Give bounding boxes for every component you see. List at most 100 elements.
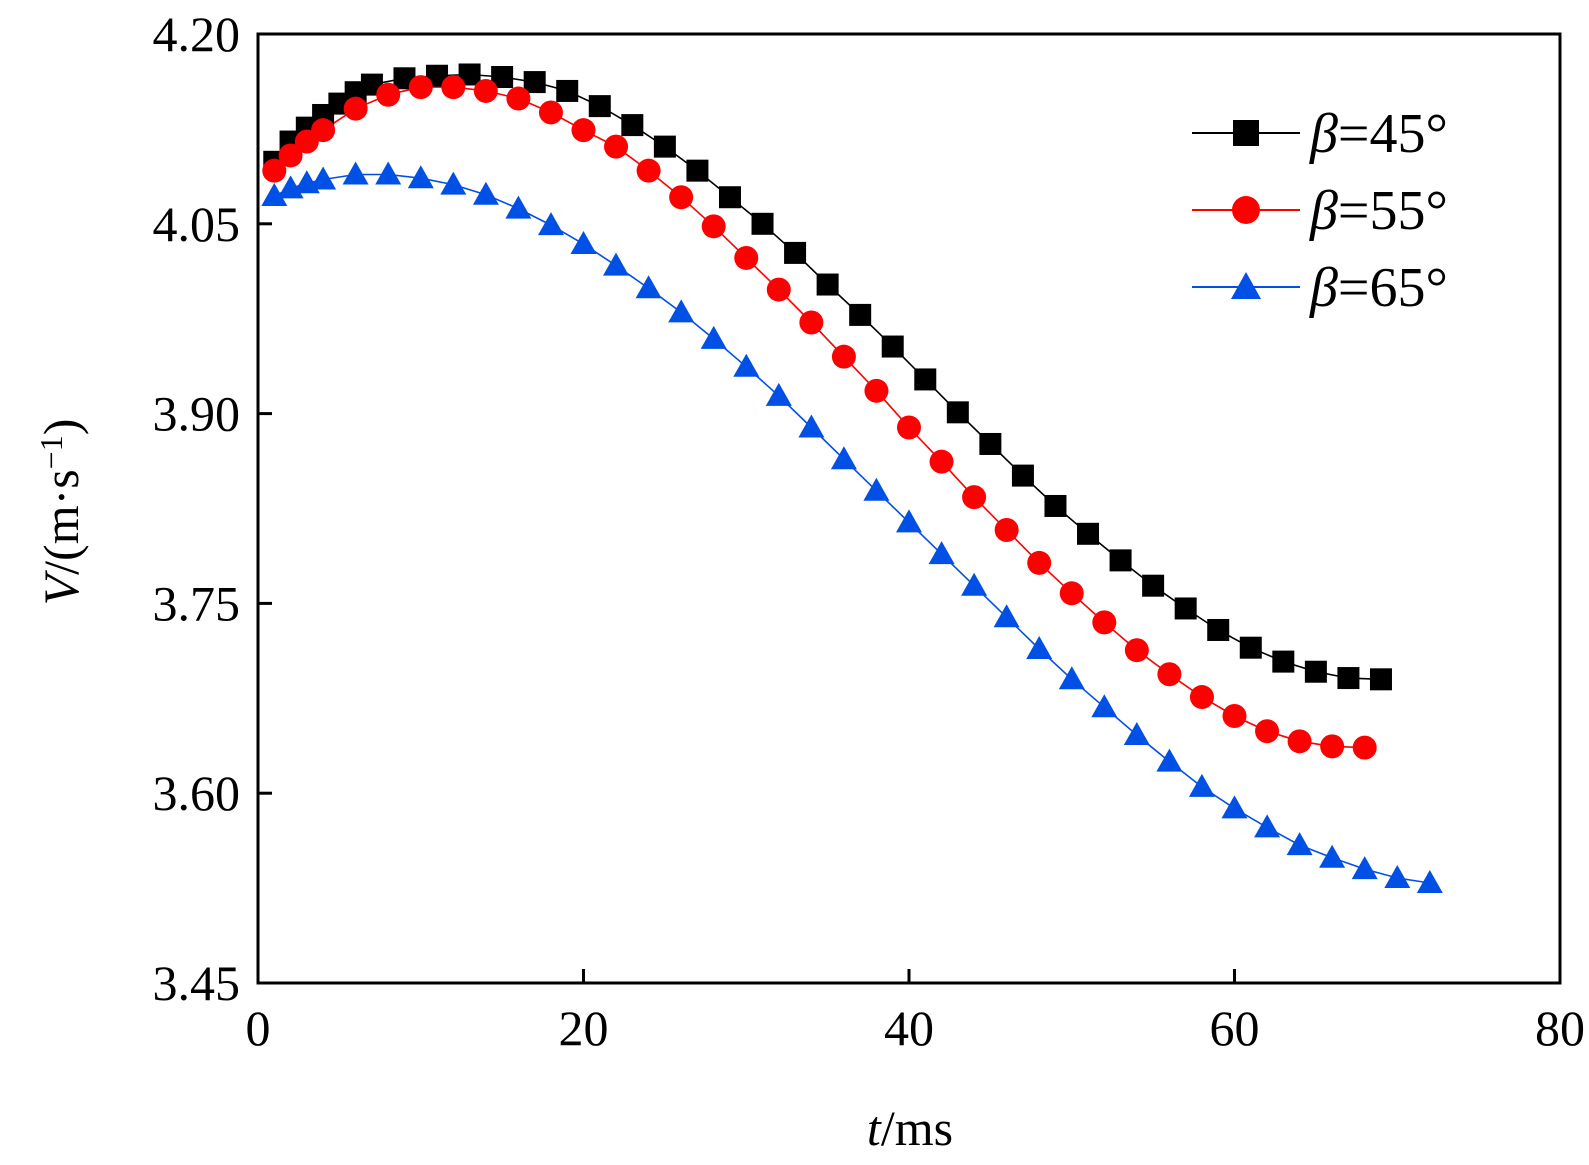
- data-point-circle: [897, 415, 921, 440]
- data-point-square: [1272, 650, 1295, 673]
- data-point-circle: [669, 185, 694, 210]
- data-point-square: [946, 401, 969, 424]
- data-point-triangle: [440, 171, 467, 195]
- data-point-circle: [1059, 581, 1084, 606]
- x-axis-title: t/ms: [867, 1100, 953, 1156]
- data-point-circle: [734, 245, 759, 270]
- data-point-square: [849, 303, 872, 326]
- legend-symbol: β: [1309, 257, 1338, 319]
- y-tick-label: 3.45: [153, 955, 241, 1011]
- data-point-circle: [343, 96, 368, 121]
- data-point-square: [816, 273, 839, 296]
- legend-marker-triangle: [1231, 272, 1261, 299]
- data-point-triangle: [1091, 694, 1118, 718]
- x-tick-label: 40: [884, 1000, 934, 1056]
- data-point-triangle: [407, 165, 434, 189]
- data-point-circle: [1157, 662, 1182, 687]
- data-point-circle: [1092, 610, 1117, 635]
- data-point-circle: [766, 277, 791, 302]
- data-point-circle: [538, 100, 563, 125]
- svg-text:β=65°: β=65°: [1309, 257, 1448, 319]
- data-point-circle: [1189, 685, 1214, 710]
- data-point-square: [718, 186, 741, 209]
- data-point-triangle: [1123, 722, 1150, 745]
- data-point-square: [1337, 667, 1360, 690]
- data-point-square: [1142, 574, 1165, 597]
- x-tick-label: 80: [1535, 1000, 1585, 1056]
- data-point-square: [1369, 668, 1392, 691]
- data-point-triangle: [1026, 636, 1053, 659]
- y-tick-label: 4.05: [153, 196, 241, 252]
- data-point-triangle: [538, 212, 564, 236]
- legend: β=45° β=55° β=65°: [1192, 103, 1448, 319]
- data-point-square: [1239, 636, 1262, 659]
- legend-label: =45°: [1338, 103, 1448, 165]
- data-point-circle: [604, 134, 629, 159]
- data-point-triangle: [1319, 844, 1346, 868]
- data-point-circle: [929, 449, 954, 474]
- data-point-square: [914, 368, 937, 391]
- data-point-circle: [408, 75, 433, 100]
- y-tick-label: 4.20: [153, 6, 241, 62]
- data-point-circle: [1222, 704, 1247, 729]
- data-point-triangle: [570, 231, 597, 254]
- data-point-triangle: [1416, 870, 1443, 893]
- data-point-square: [1109, 549, 1132, 572]
- data-point-triangle: [1254, 814, 1281, 838]
- data-point-circle: [1255, 719, 1280, 744]
- legend-item-beta-45: β=45°: [1192, 103, 1448, 165]
- data-point-circle: [311, 118, 336, 143]
- data-point-triangle: [1156, 748, 1183, 772]
- svg-text:β=55°: β=55°: [1309, 180, 1448, 242]
- data-point-circle: [799, 310, 824, 335]
- data-point-triangle: [863, 477, 890, 501]
- legend-item-beta-55: β=55°: [1192, 180, 1448, 242]
- data-point-triangle: [700, 325, 727, 349]
- data-point-square: [1044, 494, 1067, 517]
- data-point-circle: [1320, 734, 1345, 759]
- y-axis-title: V/(m·s−1): [33, 419, 89, 606]
- data-point-square: [1174, 597, 1197, 620]
- data-point-circle: [473, 78, 498, 103]
- y-tick-label: 3.90: [153, 386, 241, 442]
- data-point-circle: [262, 158, 287, 183]
- data-point-triangle: [261, 183, 288, 206]
- data-point-square: [1304, 660, 1327, 683]
- y-tick-label: 3.75: [153, 575, 241, 631]
- data-point-triangle: [961, 572, 988, 596]
- data-point-square: [588, 95, 611, 118]
- data-point-triangle: [375, 161, 402, 185]
- data-point-triangle: [1351, 856, 1378, 880]
- data-point-circle: [636, 158, 661, 183]
- data-point-triangle: [830, 446, 857, 470]
- legend-marker-square: [1233, 120, 1259, 146]
- data-point-triangle: [310, 166, 337, 190]
- data-point-square: [881, 335, 904, 358]
- data-point-square: [1011, 464, 1034, 487]
- data-point-square: [556, 79, 579, 102]
- data-point-circle: [376, 82, 401, 107]
- x-tick-label: 60: [1210, 1000, 1260, 1056]
- data-point-triangle: [928, 541, 955, 565]
- data-point-triangle: [1221, 795, 1248, 819]
- data-point-triangle: [1058, 666, 1085, 690]
- data-point-square: [979, 432, 1002, 455]
- data-point-triangle: [1384, 865, 1411, 888]
- data-point-circle: [831, 344, 856, 369]
- data-point-triangle: [668, 299, 695, 323]
- data-point-circle: [994, 518, 1019, 543]
- data-point-circle: [864, 378, 889, 403]
- data-point-square: [751, 212, 774, 235]
- data-point-square: [1077, 522, 1100, 545]
- data-point-triangle: [896, 509, 922, 533]
- data-point-triangle: [993, 604, 1020, 628]
- data-point-square: [523, 71, 546, 94]
- data-point-circle: [1287, 729, 1312, 754]
- data-point-square: [458, 63, 481, 86]
- data-point-triangle: [635, 275, 662, 299]
- data-point-circle: [701, 214, 726, 239]
- legend-label: =55°: [1338, 180, 1448, 242]
- legend-symbol: β: [1309, 180, 1338, 242]
- data-point-triangle: [765, 382, 792, 406]
